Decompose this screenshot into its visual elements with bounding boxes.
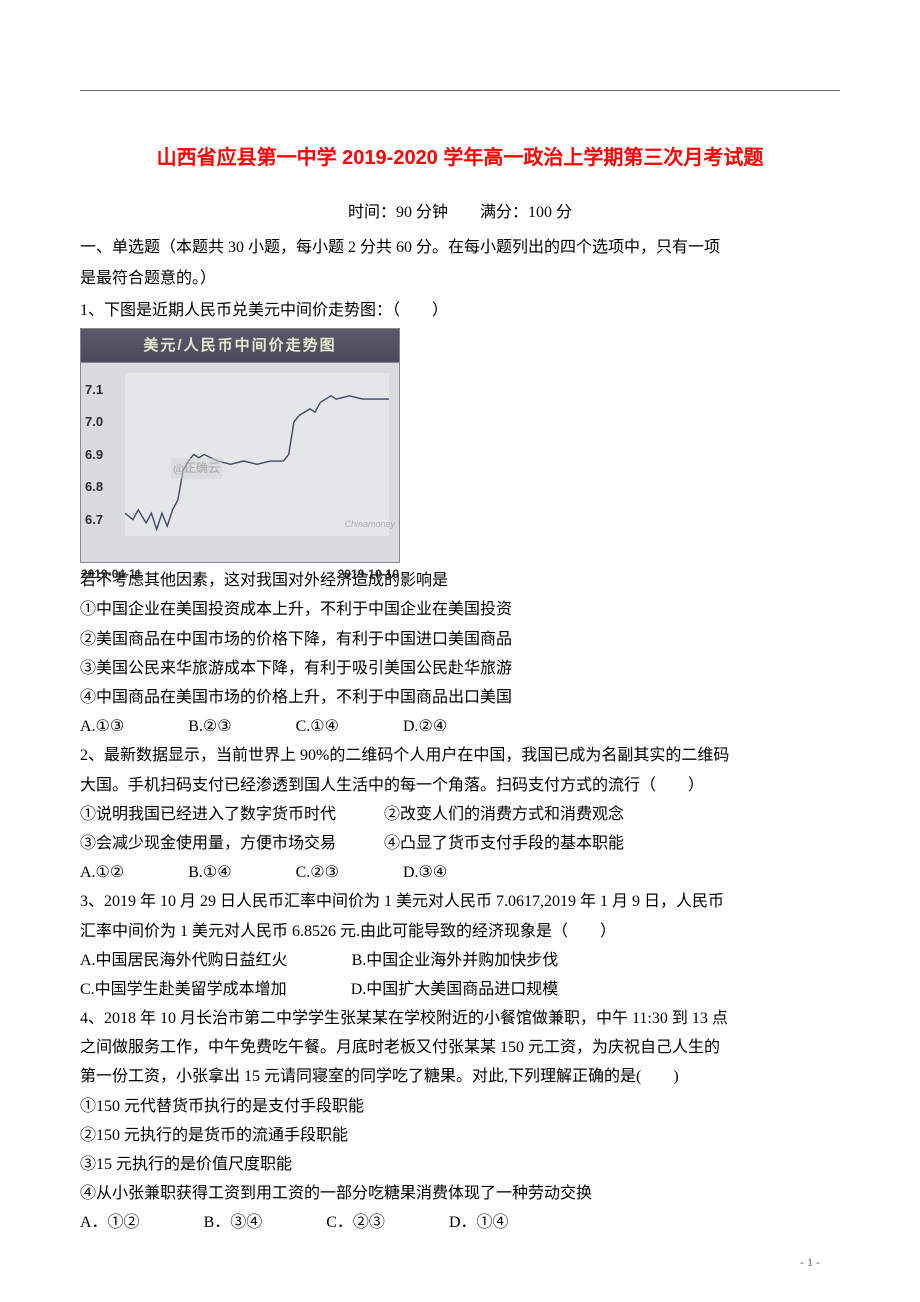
q1-opt-c: C.①④	[296, 713, 339, 740]
chart-plot: 7.17.06.96.86.7	[125, 373, 389, 536]
q3-opt-a: A.中国居民海外代购日益红火	[80, 952, 288, 969]
q2-s4: ④凸显了货币支付手段的基本职能	[384, 835, 624, 852]
q3-opt-c: C.中国学生赴美留学成本增加	[80, 981, 287, 998]
q1-s1: ①中国企业在美国投资成本上升，不利于中国企业在美国投资	[80, 596, 840, 623]
q4-opt-c: C．②③	[326, 1209, 385, 1236]
x-tick-left: 2019-04-11	[81, 564, 142, 584]
q3-row2: C.中国学生赴美留学成本增加 D.中国扩大美国商品进口规模	[80, 976, 840, 1003]
q4-line2: 之间做服务工作，中午免费吃午餐。月底时老板又付张某某 150 元工资，为庆祝自己…	[80, 1034, 840, 1061]
exam-meta: 时间：90 分钟 满分：100 分	[80, 199, 840, 226]
q1-s4: ④中国商品在美国市场的价格上升，不利于中国商品出口美国	[80, 684, 840, 711]
q2-opt-c: C.②③	[296, 859, 339, 886]
y-tick: 7.0	[85, 411, 103, 433]
q4-s3: ③15 元执行的是价值尺度职能	[80, 1151, 840, 1178]
q2-s2: ②改变人们的消费方式和消费观念	[384, 806, 624, 823]
section-instruction-2: 是最符合题意的。）	[80, 265, 840, 292]
q3-row1: A.中国居民海外代购日益红火 B.中国企业海外并购加快步伐	[80, 947, 840, 974]
chart-line-svg	[125, 373, 389, 536]
top-divider	[80, 90, 840, 91]
q2-opt-d: D.③④	[403, 859, 447, 886]
q2-line2: 大国。手机扫码支付已经渗透到国人生活中的每一个角落。扫码支付方式的流行（ ）	[80, 772, 840, 799]
q4-opt-d: D．①④	[449, 1209, 509, 1236]
q2-pair1: ①说明我国已经进入了数字货币时代 ②改变人们的消费方式和消费观念	[80, 801, 840, 828]
q2-s3: ③会减少现金使用量，方便市场交易	[80, 835, 336, 852]
q1-opt-d: D.②④	[403, 713, 447, 740]
y-tick: 7.1	[85, 379, 103, 401]
q1-after: 若不考虑其他因素，这对我国对外经济造成的影响是	[80, 567, 840, 594]
q1-s2: ②美国商品在中国市场的价格下降，有利于中国进口美国商品	[80, 626, 840, 653]
exam-title: 山西省应县第一中学 2019-2020 学年高一政治上学期第三次月考试题	[80, 141, 840, 175]
exchange-rate-chart: 美元/人民币中间价走势图 7.17.06.96.86.7 2019-04-11 …	[80, 328, 400, 564]
q4-s4: ④从小张兼职获得工资到用工资的一部分吃糖果消费体现了一种劳动交换	[80, 1180, 840, 1207]
q4-options: A．①② B．③④ C．②③ D．①④	[80, 1209, 840, 1236]
q3-line1: 3、2019 年 10 月 29 日人民币汇率中间价为 1 美元对人民币 7.0…	[80, 888, 840, 915]
q4-opt-b: B．③④	[204, 1209, 263, 1236]
q1-opt-a: A.①③	[80, 713, 124, 740]
q4-line1: 4、2018 年 10 月长治市第二中学学生张某某在学校附近的小餐馆做兼职，中午…	[80, 1005, 840, 1032]
q4-s1: ①150 元代替货币执行的是支付手段职能	[80, 1093, 840, 1120]
q1-opt-b: B.②③	[188, 713, 231, 740]
section-instruction-1: 一、单选题（本题共 30 小题，每小题 2 分共 60 分。在每小题列出的四个选…	[80, 234, 840, 261]
q4-opt-a: A．①②	[80, 1209, 140, 1236]
q2-s1: ①说明我国已经进入了数字货币时代	[80, 806, 336, 823]
chart-watermark: @正确云	[171, 458, 222, 478]
q1-options: A.①③ B.②③ C.①④ D.②④	[80, 713, 840, 740]
chart-title: 美元/人民币中间价走势图	[80, 328, 400, 364]
chart-body: 7.17.06.96.86.7 2019-04-11 2019-10-10 @正…	[80, 363, 400, 563]
y-tick: 6.8	[85, 476, 103, 498]
chart-brand: Chinamoney	[344, 517, 395, 532]
page-number: - 1 -	[800, 1252, 820, 1272]
q4-line3: 第一份工资，小张拿出 15 元请同寝室的同学吃了糖果。对此,下列理解正确的是( …	[80, 1063, 840, 1090]
q3-line2: 汇率中间价为 1 美元对人民币 6.8526 元.由此可能导致的经济现象是（ ）	[80, 918, 840, 945]
q1-stem: 1、下图是近期人民币兑美元中间价走势图：（ ）	[80, 297, 840, 324]
q2-opt-a: A.①②	[80, 859, 124, 886]
q2-line1: 2、最新数据显示，当前世界上 90%的二维码个人用户在中国，我国已成为名副其实的…	[80, 742, 840, 769]
y-tick: 6.7	[85, 509, 103, 531]
q1-s3: ③美国公民来华旅游成本下降，有利于吸引美国公民赴华旅游	[80, 655, 840, 682]
q3-opt-b: B.中国企业海外并购加快步伐	[352, 952, 559, 969]
q3-opt-d: D.中国扩大美国商品进口规模	[351, 981, 559, 998]
q2-pair2: ③会减少现金使用量，方便市场交易 ④凸显了货币支付手段的基本职能	[80, 830, 840, 857]
q2-opt-b: B.①④	[188, 859, 231, 886]
q4-s2: ②150 元执行的是货币的流通手段职能	[80, 1122, 840, 1149]
x-tick-right: 2019-10-10	[338, 564, 399, 584]
q2-options: A.①② B.①④ C.②③ D.③④	[80, 859, 840, 886]
y-tick: 6.9	[85, 444, 103, 466]
